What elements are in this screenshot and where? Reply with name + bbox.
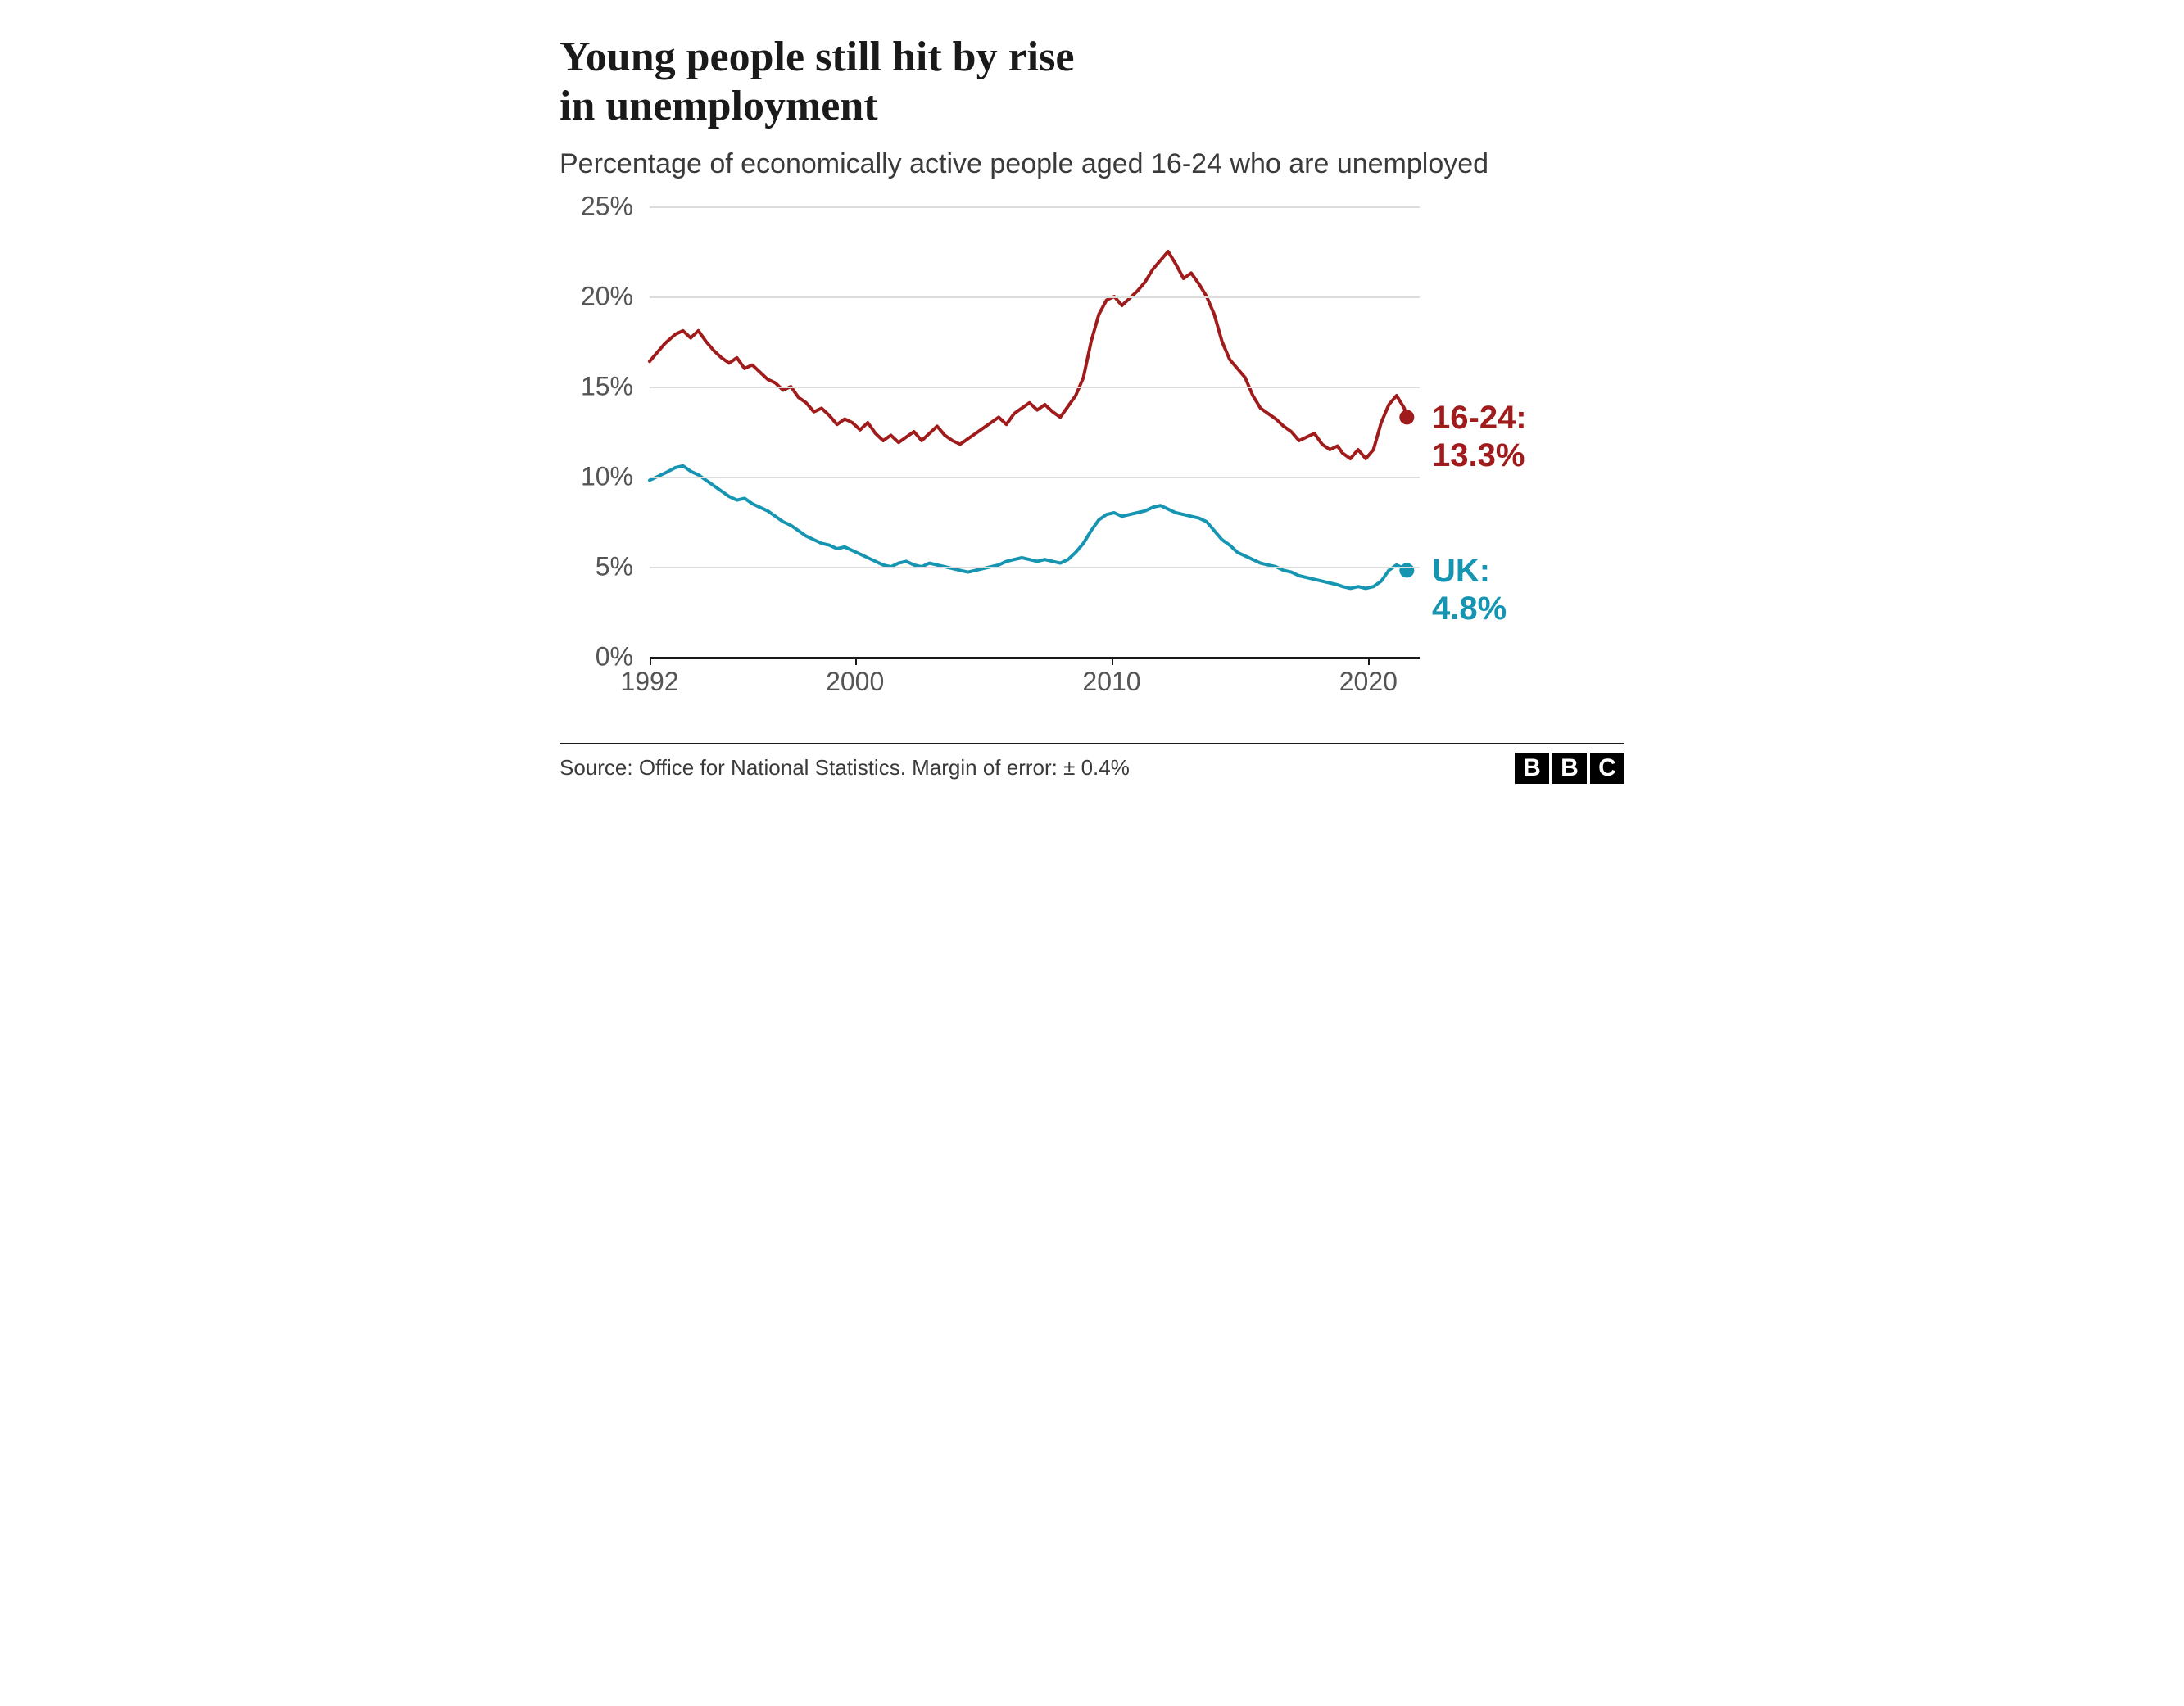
end-marker-16-24 bbox=[1399, 410, 1414, 424]
grid-line bbox=[650, 296, 1420, 298]
source-text: Source: Office for National Statistics. … bbox=[560, 755, 1130, 781]
series-line-UK bbox=[650, 466, 1407, 589]
y-tick-label: 15% bbox=[581, 371, 633, 401]
x-axis: 1992200020102020 bbox=[650, 657, 1420, 690]
y-tick-label: 20% bbox=[581, 281, 633, 311]
chart-svg bbox=[650, 206, 1420, 657]
bbc-logo-letter: B bbox=[1552, 753, 1587, 784]
series-line-16-24 bbox=[650, 251, 1407, 459]
end-label-UK: UK:4.8% bbox=[1432, 552, 1507, 627]
x-tick bbox=[855, 657, 857, 665]
grid-line bbox=[650, 567, 1420, 568]
end-label-name: 16-24: bbox=[1432, 399, 1527, 437]
grid-line bbox=[650, 206, 1420, 208]
x-tick bbox=[1368, 657, 1370, 665]
y-tick-label: 25% bbox=[581, 191, 633, 221]
x-tick-label: 1992 bbox=[620, 667, 678, 697]
end-marker-UK bbox=[1399, 563, 1414, 577]
x-tick bbox=[650, 657, 651, 665]
x-tick-label: 2020 bbox=[1339, 667, 1398, 697]
x-tick-label: 2000 bbox=[826, 667, 884, 697]
chart-footer: Source: Office for National Statistics. … bbox=[560, 743, 1624, 784]
end-label-value: 4.8% bbox=[1432, 590, 1507, 627]
plot-area: 0%5%10%15%20%25% 1992200020102020 bbox=[560, 206, 1420, 690]
grid-line bbox=[650, 477, 1420, 478]
y-axis: 0%5%10%15%20%25% bbox=[560, 206, 641, 690]
x-tick-label: 2010 bbox=[1082, 667, 1140, 697]
y-tick-label: 5% bbox=[596, 551, 633, 581]
end-label-16-24: 16-24:13.3% bbox=[1432, 399, 1527, 474]
plot-inner bbox=[650, 206, 1420, 657]
chart-subtitle: Percentage of economically active people… bbox=[560, 146, 1624, 182]
chart-title: Young people still hit by risein unemplo… bbox=[560, 33, 1624, 131]
bbc-logo: BBC bbox=[1515, 753, 1624, 784]
chart-container: Young people still hit by risein unemplo… bbox=[560, 33, 1624, 784]
plot-wrap: 0%5%10%15%20%25% 1992200020102020 16-24:… bbox=[560, 206, 1624, 690]
end-label-value: 13.3% bbox=[1432, 437, 1527, 474]
bbc-logo-letter: C bbox=[1590, 753, 1624, 784]
x-tick bbox=[1112, 657, 1113, 665]
end-label-name: UK: bbox=[1432, 552, 1507, 590]
grid-line bbox=[650, 387, 1420, 388]
y-tick-label: 10% bbox=[581, 461, 633, 491]
bbc-logo-letter: B bbox=[1515, 753, 1549, 784]
